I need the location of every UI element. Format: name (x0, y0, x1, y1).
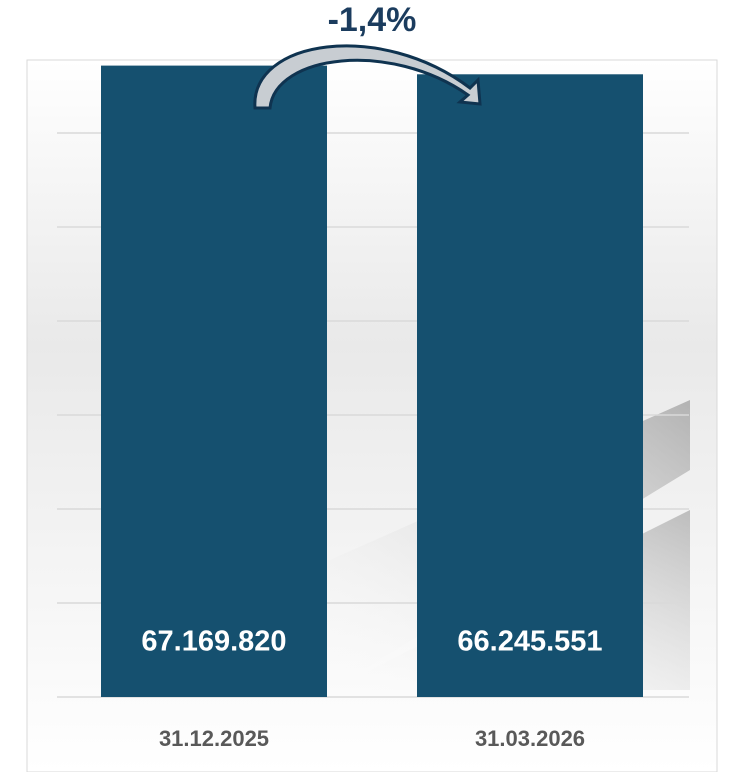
value-label: 66.245.551 (457, 626, 602, 658)
x-tick-label: 31.12.2025 (159, 726, 269, 751)
x-tick-label: 31.03.2026 (475, 726, 585, 751)
change-arrow (253, 44, 482, 110)
change-annotation: -1,4% (328, 1, 417, 39)
bar (417, 74, 643, 698)
value-label: 67.169.820 (141, 626, 286, 658)
bar (101, 65, 327, 697)
bars: 67.169.820 31.12.2025 66.245.551 31.03.2026 (101, 65, 643, 751)
